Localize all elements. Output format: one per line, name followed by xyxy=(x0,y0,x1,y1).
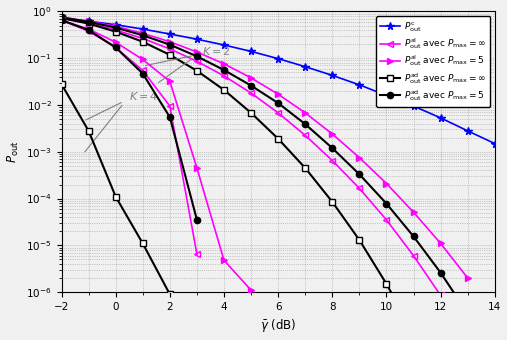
$P_{\mathrm{out}}^{\mathrm{al}}$ avec $P_{\mathrm{max}} = \infty$ xyxy=(167,104,173,108)
$P_{\mathrm{out}}^{\mathrm{al}}$ avec $P_{\mathrm{max}} = \infty$ xyxy=(194,252,200,256)
$P_{\mathrm{out}}^{\mathrm{c}}$ xyxy=(411,104,417,108)
$P_{\mathrm{out}}^{\mathrm{al}}$ avec $P_{\mathrm{max}} = 5$ xyxy=(58,18,64,22)
$P_{\mathrm{out}}^{\mathrm{c}}$ xyxy=(221,43,227,47)
$P_{\mathrm{out}}^{\mathrm{ad}}$ avec $P_{\mathrm{max}} = \infty$ xyxy=(86,129,92,133)
$P_{\mathrm{out}}^{\mathrm{ad}}$ avec $P_{\mathrm{max}} = \infty$ xyxy=(113,194,119,199)
$P_{\mathrm{out}}^{\mathrm{al}}$ avec $P_{\mathrm{max}} = \infty$ xyxy=(140,68,146,72)
$P_{\mathrm{out}}^{\mathrm{al}}$ avec $P_{\mathrm{max}} = 5$ xyxy=(140,57,146,62)
$P_{\mathrm{out}}^{\mathrm{al}}$ avec $P_{\mathrm{max}} = \infty$ xyxy=(58,18,64,22)
Line: $P_{\mathrm{out}}^{\mathrm{al}}$ avec $P_{\mathrm{max}} = 5$: $P_{\mathrm{out}}^{\mathrm{al}}$ avec $P… xyxy=(58,17,254,293)
$P_{\mathrm{out}}^{\mathrm{c}}$ xyxy=(356,83,363,87)
$P_{\mathrm{out}}^{\mathrm{c}}$ xyxy=(302,65,308,69)
$P_{\mathrm{out}}^{\mathrm{ad}}$ avec $P_{\mathrm{max}} = \infty$ xyxy=(58,82,64,86)
$P_{\mathrm{out}}^{\mathrm{al}}$ avec $P_{\mathrm{max}} = 5$ xyxy=(167,79,173,83)
$P_{\mathrm{out}}^{\mathrm{ad}}$ avec $P_{\mathrm{max}} = \infty$ xyxy=(167,292,173,296)
$P_{\mathrm{out}}^{\mathrm{c}}$ xyxy=(492,141,498,146)
$P_{\mathrm{out}}^{\mathrm{al}}$ avec $P_{\mathrm{max}} = \infty$ xyxy=(113,46,119,50)
$P_{\mathrm{out}}^{\mathrm{c}}$ xyxy=(140,27,146,31)
$P_{\mathrm{out}}^{\mathrm{al}}$ avec $P_{\mathrm{max}} = 5$ xyxy=(221,258,227,262)
$P_{\mathrm{out}}^{\mathrm{c}}$ xyxy=(248,49,254,53)
$P_{\mathrm{out}}^{\mathrm{al}}$ avec $P_{\mathrm{max}} = \infty$ xyxy=(86,29,92,33)
$P_{\mathrm{out}}^{\mathrm{al}}$ avec $P_{\mathrm{max}} = 5$ xyxy=(248,288,254,292)
$P_{\mathrm{out}}^{\mathrm{ad}}$ avec $P_{\mathrm{max}} = 5$ xyxy=(86,28,92,32)
$P_{\mathrm{out}}^{\mathrm{ad}}$ avec $P_{\mathrm{max}} = 5$ xyxy=(113,46,119,50)
$P_{\mathrm{out}}^{\mathrm{c}}$ xyxy=(329,73,335,78)
$P_{\mathrm{out}}^{\mathrm{c}}$ xyxy=(113,23,119,27)
$P_{\mathrm{out}}^{\mathrm{ad}}$ avec $P_{\mathrm{max}} = 5$ xyxy=(140,71,146,75)
$P_{\mathrm{out}}^{\mathrm{c}}$ xyxy=(86,19,92,23)
$P_{\mathrm{out}}^{\mathrm{ad}}$ avec $P_{\mathrm{max}} = 5$ xyxy=(194,218,200,222)
$P_{\mathrm{out}}^{\mathrm{c}}$ xyxy=(275,57,281,61)
$P_{\mathrm{out}}^{\mathrm{c}}$ xyxy=(438,116,444,120)
Line: $P_{\mathrm{out}}^{\mathrm{c}}$: $P_{\mathrm{out}}^{\mathrm{c}}$ xyxy=(58,14,499,148)
Legend: $P_{\mathrm{out}}^{\mathrm{c}}$, $P_{\mathrm{out}}^{\mathrm{al}}$ avec $P_{\math: $P_{\mathrm{out}}^{\mathrm{c}}$, $P_{\ma… xyxy=(376,16,490,107)
$P_{\mathrm{out}}^{\mathrm{ad}}$ avec $P_{\mathrm{max}} = \infty$ xyxy=(140,241,146,245)
$P_{\mathrm{out}}^{\mathrm{c}}$ xyxy=(383,94,389,98)
$P_{\mathrm{out}}^{\mathrm{c}}$ xyxy=(194,37,200,41)
$P_{\mathrm{out}}^{\mathrm{ad}}$ avec $P_{\mathrm{max}} = 5$ xyxy=(58,18,64,22)
$P_{\mathrm{out}}^{\mathrm{al}}$ avec $P_{\mathrm{max}} = 5$ xyxy=(86,27,92,31)
Y-axis label: $P_{\mathrm{out}}$: $P_{\mathrm{out}}$ xyxy=(6,141,21,163)
Line: $P_{\mathrm{out}}^{\mathrm{ad}}$ avec $P_{\mathrm{max}} = \infty$: $P_{\mathrm{out}}^{\mathrm{ad}}$ avec $P… xyxy=(58,81,173,298)
$P_{\mathrm{out}}^{\mathrm{c}}$ xyxy=(465,129,471,133)
$P_{\mathrm{out}}^{\mathrm{al}}$ avec $P_{\mathrm{max}} = 5$ xyxy=(113,40,119,44)
$P_{\mathrm{out}}^{\mathrm{c}}$ xyxy=(167,32,173,36)
Line: $P_{\mathrm{out}}^{\mathrm{ad}}$ avec $P_{\mathrm{max}} = 5$: $P_{\mathrm{out}}^{\mathrm{ad}}$ avec $P… xyxy=(58,17,200,223)
$P_{\mathrm{out}}^{\mathrm{c}}$ xyxy=(58,16,64,20)
$P_{\mathrm{out}}^{\mathrm{al}}$ avec $P_{\mathrm{max}} = 5$ xyxy=(194,166,200,170)
X-axis label: $\bar{\gamma}$ (dB): $\bar{\gamma}$ (dB) xyxy=(260,318,297,335)
Line: $P_{\mathrm{out}}^{\mathrm{al}}$ avec $P_{\mathrm{max}} = \infty$: $P_{\mathrm{out}}^{\mathrm{al}}$ avec $P… xyxy=(58,17,200,257)
Text: $K = 4$: $K = 4$ xyxy=(129,90,159,102)
$P_{\mathrm{out}}^{\mathrm{ad}}$ avec $P_{\mathrm{max}} = 5$ xyxy=(167,115,173,119)
Text: $K = 2$: $K = 2$ xyxy=(202,45,231,56)
